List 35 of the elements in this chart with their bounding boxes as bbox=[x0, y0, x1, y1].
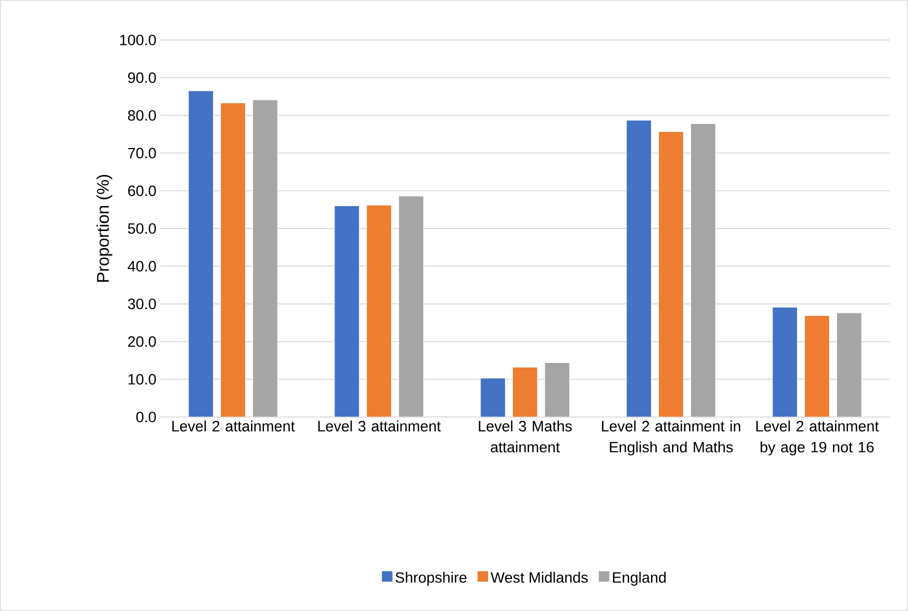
y-tick-label: 80.0 bbox=[128, 110, 156, 121]
x-tick-label: Level 2 attainment by age 19 not 16 bbox=[756, 420, 879, 456]
y-tick-label: 10.0 bbox=[128, 374, 156, 385]
y-tick-label: 50.0 bbox=[128, 223, 156, 234]
bar bbox=[512, 366, 538, 417]
x-tick-label: Level 2 attainment in English and Maths bbox=[602, 420, 740, 456]
x-tick-label: Level 3 Maths attainment bbox=[478, 420, 572, 452]
x-tick-label: Level 2 attainment bbox=[172, 420, 295, 432]
y-axis-title: Proportion (%) bbox=[96, 174, 112, 282]
y-tick-label: 30.0 bbox=[128, 298, 156, 310]
y-tick-label: 100.0 bbox=[120, 34, 156, 46]
bar bbox=[334, 206, 360, 417]
legend-label: West Midlands bbox=[490, 572, 588, 583]
bar bbox=[188, 90, 214, 417]
bar bbox=[398, 196, 424, 417]
y-tick-label: 90.0 bbox=[128, 72, 156, 83]
bar bbox=[220, 102, 246, 417]
bar bbox=[658, 131, 684, 417]
bar bbox=[544, 362, 570, 417]
bar bbox=[690, 123, 716, 417]
bar bbox=[836, 312, 862, 417]
bar bbox=[772, 307, 798, 417]
bar bbox=[804, 315, 830, 417]
bar bbox=[252, 100, 278, 417]
y-tick-label: 60.0 bbox=[128, 185, 156, 196]
legend-label: England bbox=[613, 572, 666, 586]
y-tick-label: 20.0 bbox=[128, 336, 156, 347]
y-tick-label: 40.0 bbox=[128, 260, 156, 272]
x-tick-label: Level 3 attainment bbox=[318, 420, 441, 432]
y-tick-label: 0.0 bbox=[136, 412, 156, 422]
bar bbox=[480, 378, 506, 417]
legend-label: Shropshire bbox=[396, 572, 466, 586]
bar bbox=[626, 120, 652, 417]
y-tick-label: 70.0 bbox=[128, 148, 156, 158]
bar bbox=[366, 204, 392, 417]
